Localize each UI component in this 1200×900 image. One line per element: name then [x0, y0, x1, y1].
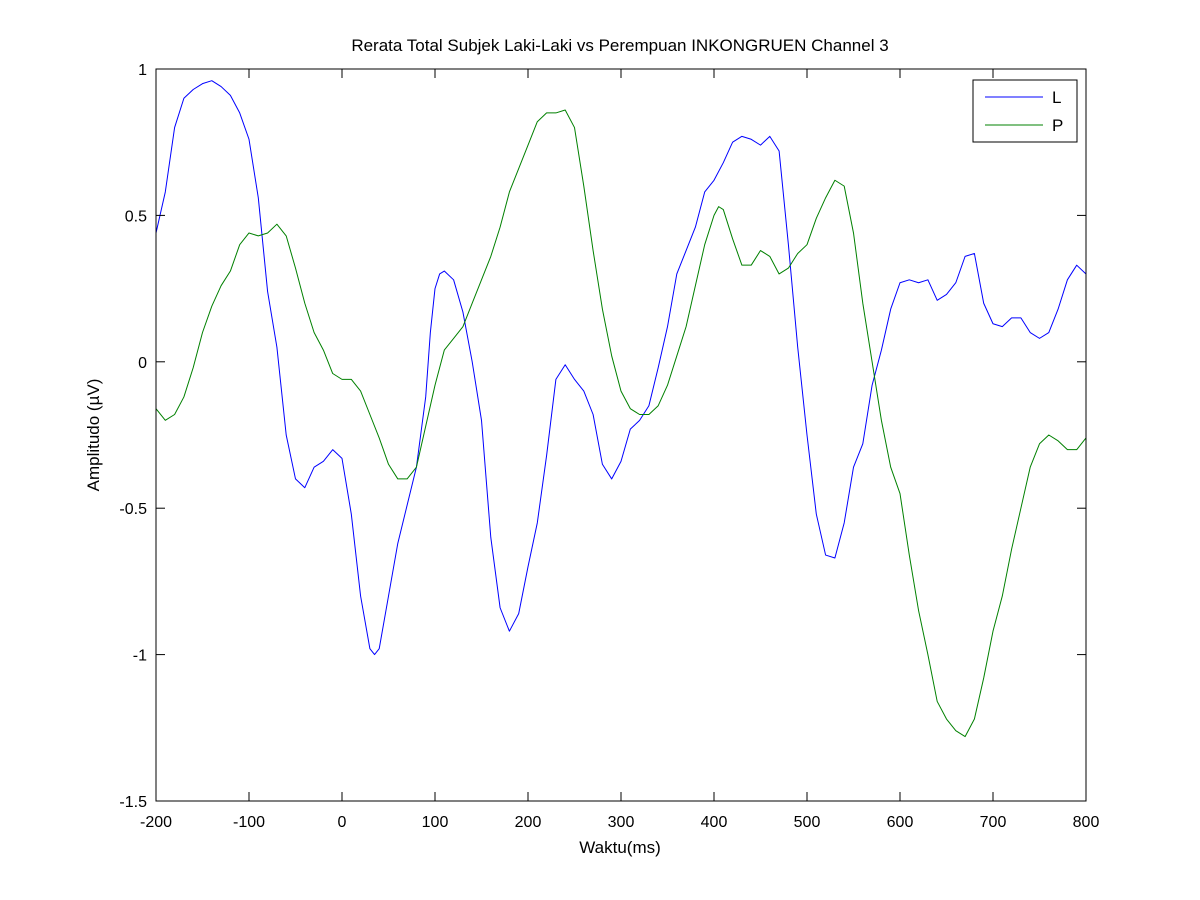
chart-title: Rerata Total Subjek Laki-Laki vs Perempu…	[351, 36, 888, 55]
series-layer	[155, 80, 1087, 738]
series-line-p	[155, 109, 1087, 738]
legend-label-p: P	[1052, 116, 1063, 135]
y-axis: -1.5 -1 -0.5 0 0.5 1	[119, 62, 1086, 811]
x-tick-label: 500	[794, 814, 821, 831]
legend-box	[972, 79, 1078, 143]
x-axis-title: Waktu(ms)	[579, 838, 661, 857]
y-axis-title: Amplitudo (µV)	[84, 379, 103, 492]
x-tick-label: 300	[608, 814, 635, 831]
legend: L P	[972, 79, 1078, 143]
x-tick-label: 600	[887, 814, 914, 831]
y-tick-label: -1.5	[119, 794, 147, 811]
series-line-l	[155, 80, 1087, 656]
y-tick-label: -0.5	[119, 501, 147, 518]
x-tick-label: 400	[701, 814, 728, 831]
y-tick-label: 0	[138, 355, 147, 372]
legend-label-l: L	[1052, 88, 1061, 107]
x-tick-label: 200	[515, 814, 542, 831]
x-tick-label: 800	[1073, 814, 1100, 831]
x-tick-label: 100	[422, 814, 449, 831]
x-axis: -200 -100 0 100 200 300 400 500 600 700 800	[140, 69, 1099, 831]
x-tick-label: 0	[338, 814, 347, 831]
x-tick-label: 700	[980, 814, 1007, 831]
y-tick-label: -1	[133, 648, 147, 665]
x-tick-label: -100	[233, 814, 265, 831]
x-tick-label: -200	[140, 814, 172, 831]
y-tick-label: 1	[138, 62, 147, 79]
y-tick-label: 0.5	[125, 208, 147, 225]
plot-area	[156, 69, 1086, 801]
